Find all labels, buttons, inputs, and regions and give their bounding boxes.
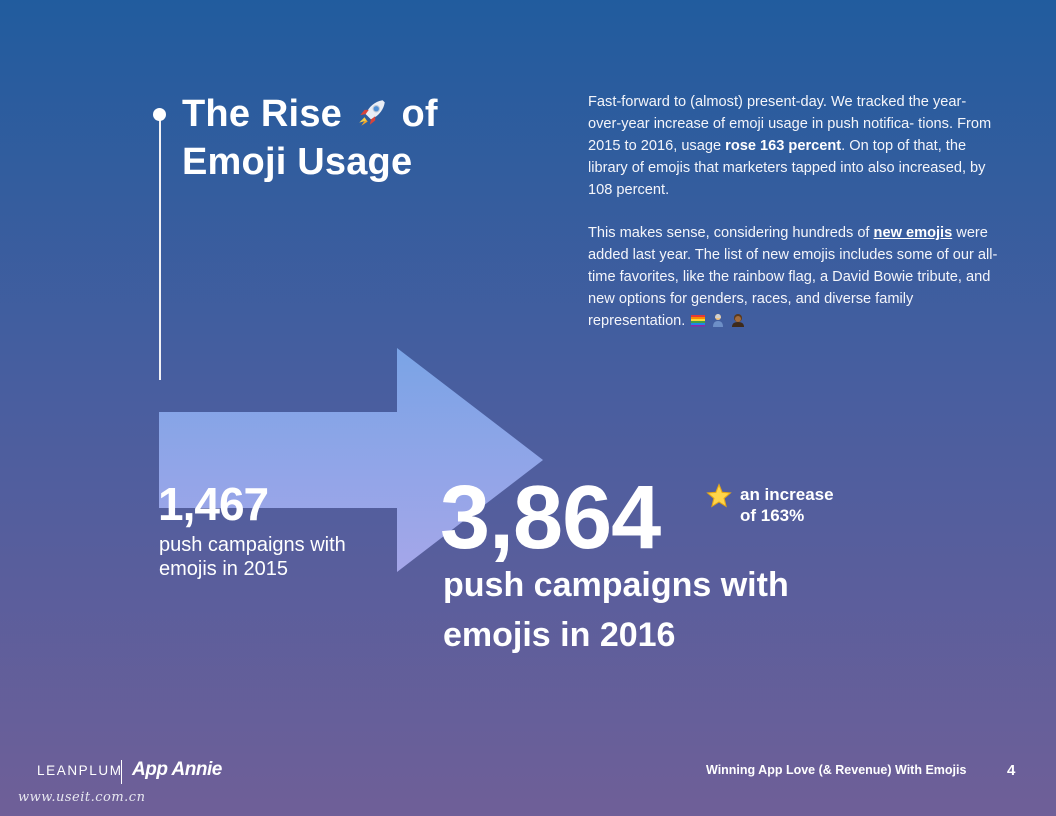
- emoji-person-icon: [713, 314, 724, 327]
- page-title: The Rise of Emoji Usage: [182, 90, 522, 186]
- leanplum-logo: LEANPLUM: [37, 763, 123, 778]
- p1-text-1: Fast-forward to (almost) present-day. We…: [588, 94, 992, 154]
- increase-line-1: an increase: [740, 485, 834, 504]
- watermark: www.useit.com.cn: [18, 790, 146, 805]
- star-icon: [706, 483, 732, 508]
- app-annie-logo: App Annie: [132, 759, 222, 780]
- paragraph-2: This makes sense, considering hundreds o…: [588, 222, 998, 332]
- p2-text-1: This makes sense, considering hundreds o…: [588, 225, 874, 241]
- stat-2015-value: 1,467: [158, 478, 269, 530]
- new-emojis-link[interactable]: new emojis: [873, 225, 953, 241]
- p1-bold: rose 163 percent: [725, 138, 842, 154]
- body-text: Fast-forward to (almost) present-day. We…: [588, 91, 998, 353]
- stat-2015-caption: push campaigns with emojis in 2015: [159, 534, 346, 580]
- timeline-line: [159, 118, 161, 380]
- paragraph-1: Fast-forward to (almost) present-day. We…: [588, 91, 998, 201]
- footer-title: Winning App Love (& Revenue) With Emojis: [706, 763, 967, 777]
- footer-divider: [121, 760, 122, 784]
- title-part-1: The Rise: [182, 93, 342, 135]
- rocket-icon: [359, 100, 385, 126]
- arrow-graphic: [159, 348, 543, 572]
- increase-line-2: of 163%: [740, 506, 805, 525]
- title-part-2: of: [401, 93, 438, 135]
- rainbow-flag-icon: [691, 315, 706, 327]
- stat-2016-value: 3,864: [440, 468, 661, 568]
- p1-text-2: . On top of that, the library of emojis …: [588, 138, 986, 198]
- p2-text-2: were added last year. The list of new em…: [588, 225, 998, 329]
- timeline-dot: [153, 108, 166, 121]
- emoji-family-icon: [732, 314, 745, 327]
- title-line-2: Emoji Usage: [182, 141, 413, 183]
- stat-2016-caption: push campaigns with emojis in 2016: [443, 566, 789, 654]
- page-number: 4: [1007, 762, 1016, 779]
- increase-label: an increase of 163%: [740, 484, 910, 526]
